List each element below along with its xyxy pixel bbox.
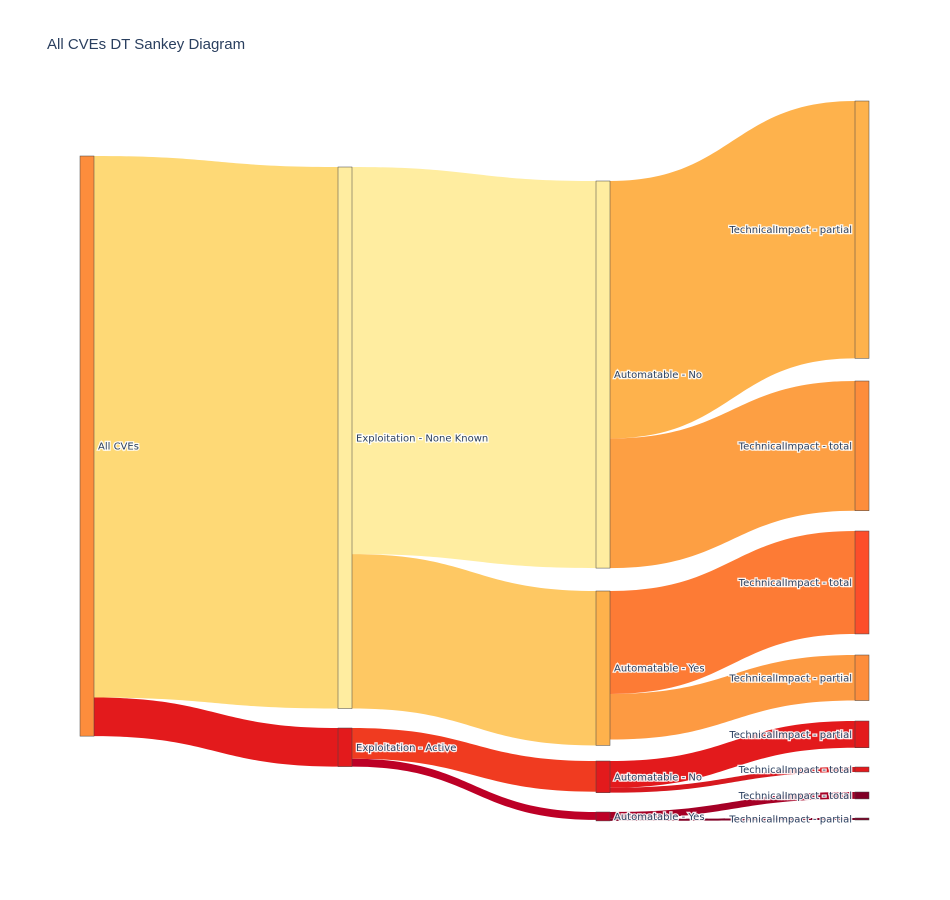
- link-auto_yes_2-to-ti_partial_4[interactable]: [610, 818, 855, 821]
- node-auto_yes_1[interactable]: [595, 590, 611, 746]
- node-label-auto_yes_2: Automatable - Yes: [614, 812, 705, 823]
- labels-layer: All CVEs Exploitation - None Known Exploit…: [97, 224, 854, 827]
- node-label-auto_no_2: Automatable - No: [614, 772, 702, 783]
- node-label-ti_partial_3: TechnicalImpact - partial: [728, 730, 852, 741]
- node-ti_total_1[interactable]: [854, 380, 870, 511]
- node-ti_total_3[interactable]: [854, 766, 870, 773]
- link-auto_no_2-to-ti_partial_3[interactable]: [610, 721, 855, 788]
- node-auto_no_2[interactable]: [595, 760, 611, 793]
- node-label-ti_partial_4: TechnicalImpact - partial: [728, 815, 852, 826]
- node-label-ti_partial_2: TechnicalImpact - partial: [728, 673, 852, 684]
- node-label-ti_total_3: TechnicalImpact - total: [738, 765, 852, 776]
- nodes-layer: [79, 100, 870, 822]
- node-label-ti_partial_1: TechnicalImpact - partial: [728, 225, 852, 236]
- links-layer: [94, 101, 855, 821]
- link-auto_yes_2-to-ti_total_4[interactable]: [610, 792, 855, 819]
- node-label-expl_active: Exploitation - Active: [356, 743, 456, 754]
- node-ti_total_4[interactable]: [854, 791, 870, 800]
- node-label-ti_total_2: TechnicalImpact - total: [738, 578, 852, 589]
- chart-title: All CVEs DT Sankey Diagram: [47, 36, 246, 53]
- link-all-to-expl_active[interactable]: [94, 697, 338, 767]
- link-auto_yes_1-to-ti_total_2[interactable]: [610, 531, 855, 694]
- node-ti_partial_4[interactable]: [854, 817, 870, 821]
- node-label-auto_yes_1: Automatable - Yes: [614, 664, 705, 675]
- node-label-ti_total_4: TechnicalImpact - total: [738, 791, 852, 802]
- node-label-expl_none: Exploitation - None Known: [356, 433, 488, 444]
- node-label-ti_total_1: TechnicalImpact - total: [738, 441, 852, 452]
- node-ti_partial_1[interactable]: [854, 100, 870, 359]
- link-expl_none-to-auto_no_1[interactable]: [352, 167, 596, 569]
- node-expl_active[interactable]: [337, 727, 353, 767]
- link-expl_active-to-auto_no_2[interactable]: [352, 728, 596, 792]
- link-expl_active-to-auto_yes_2[interactable]: [352, 758, 596, 820]
- node-all[interactable]: [79, 155, 95, 737]
- node-label-all: All CVEs: [98, 442, 139, 453]
- link-all-to-expl_none[interactable]: [94, 156, 338, 709]
- node-auto_no_1[interactable]: [595, 180, 611, 569]
- link-auto_yes_1-to-ti_partial_2[interactable]: [610, 655, 855, 740]
- link-auto_no_2-to-ti_total_3[interactable]: [610, 767, 855, 793]
- node-ti_partial_2[interactable]: [854, 654, 870, 701]
- link-auto_no_1-to-ti_partial_1[interactable]: [610, 101, 855, 439]
- node-ti_total_2[interactable]: [854, 530, 870, 635]
- node-ti_partial_3[interactable]: [854, 720, 870, 748]
- node-auto_yes_2[interactable]: [595, 811, 611, 822]
- node-expl_none[interactable]: [337, 166, 353, 709]
- link-auto_no_1-to-ti_total_1[interactable]: [610, 381, 855, 569]
- link-expl_none-to-auto_yes_1[interactable]: [352, 554, 596, 746]
- node-label-auto_no_1: Automatable - No: [614, 370, 702, 381]
